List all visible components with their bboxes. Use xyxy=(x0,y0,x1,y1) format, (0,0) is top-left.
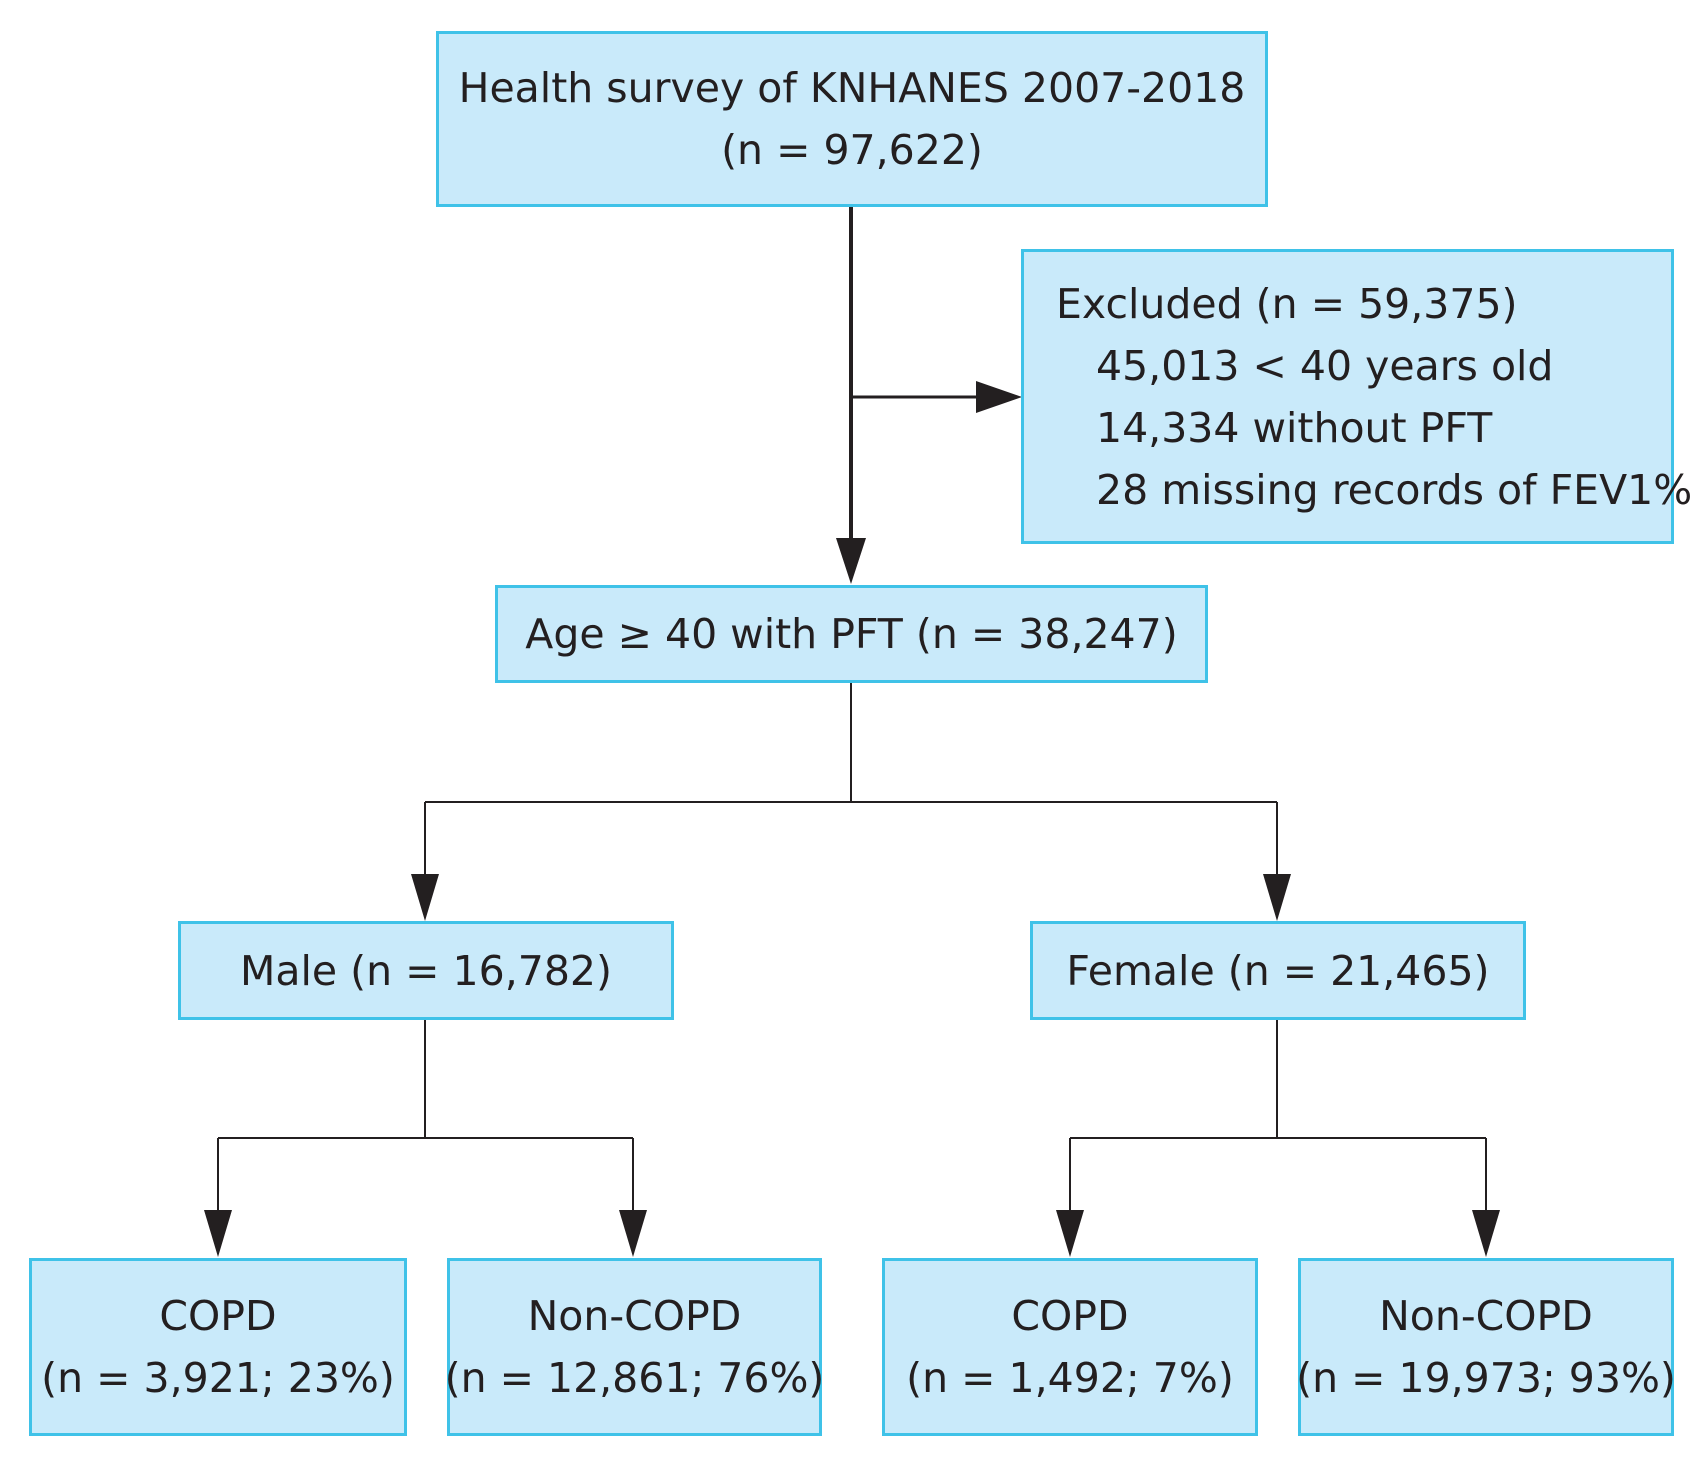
connector-male-split xyxy=(217,1019,634,1212)
arrowhead-to-eligible xyxy=(836,538,866,584)
female-noncopd-box: Non-COPD (n = 19,973; 93%) xyxy=(1296,1258,1676,1436)
connector-eligible-split xyxy=(424,682,1278,876)
male-noncopd-title: Non-COPD xyxy=(527,1292,742,1340)
excluded-title: Excluded (n = 59,375) xyxy=(1056,279,1518,328)
male-noncopd-count: (n = 12,861; 76%) xyxy=(444,1354,825,1402)
excluded-item-no-pft: 14,334 without PFT xyxy=(1096,403,1493,452)
female-label: Female (n = 21,465) xyxy=(1066,946,1490,995)
female-copd-count: (n = 1,492; 7%) xyxy=(906,1354,1234,1402)
excluded-item-missing-fev1: 28 missing records of FEV1% xyxy=(1096,465,1693,514)
arrowhead-to-excluded xyxy=(976,381,1022,413)
excluded-box: Excluded (n = 59,375) 45,013 < 40 years … xyxy=(1021,249,1692,544)
arrowhead-to-male-copd xyxy=(204,1210,232,1257)
female-noncopd-title: Non-COPD xyxy=(1379,1292,1593,1340)
connector-female-split xyxy=(1069,1019,1487,1212)
arrowhead-to-female xyxy=(1263,874,1291,921)
male-box: Male (n = 16,782) xyxy=(178,921,674,1020)
arrowhead-to-male-noncopd xyxy=(619,1210,647,1257)
eligible-label: Age ≥ 40 with PFT (n = 38,247) xyxy=(525,610,1178,658)
male-copd-box: COPD (n = 3,921; 23%) xyxy=(29,1258,407,1436)
female-noncopd-count: (n = 19,973; 93%) xyxy=(1296,1354,1676,1402)
arrowhead-to-female-noncopd xyxy=(1472,1210,1500,1257)
male-copd-title: COPD xyxy=(159,1292,277,1340)
female-box: Female (n = 21,465) xyxy=(1030,921,1526,1020)
female-copd-box: COPD (n = 1,492; 7%) xyxy=(882,1258,1258,1436)
source-population-box: Health survey of KNHANES 2007-2018 (n = … xyxy=(436,31,1268,207)
arrowhead-to-female-copd xyxy=(1056,1210,1084,1257)
male-noncopd-box: Non-COPD (n = 12,861; 76%) xyxy=(444,1258,825,1436)
excluded-item-age: 45,013 < 40 years old xyxy=(1096,341,1554,390)
eligible-population-box: Age ≥ 40 with PFT (n = 38,247) xyxy=(495,585,1208,683)
arrowhead-to-male xyxy=(411,874,439,921)
male-label: Male (n = 16,782) xyxy=(239,946,612,995)
male-copd-count: (n = 3,921; 23%) xyxy=(41,1354,395,1402)
source-count: (n = 97,622) xyxy=(721,126,983,174)
source-title: Health survey of KNHANES 2007-2018 xyxy=(458,64,1246,112)
female-copd-title: COPD xyxy=(1011,1292,1129,1340)
